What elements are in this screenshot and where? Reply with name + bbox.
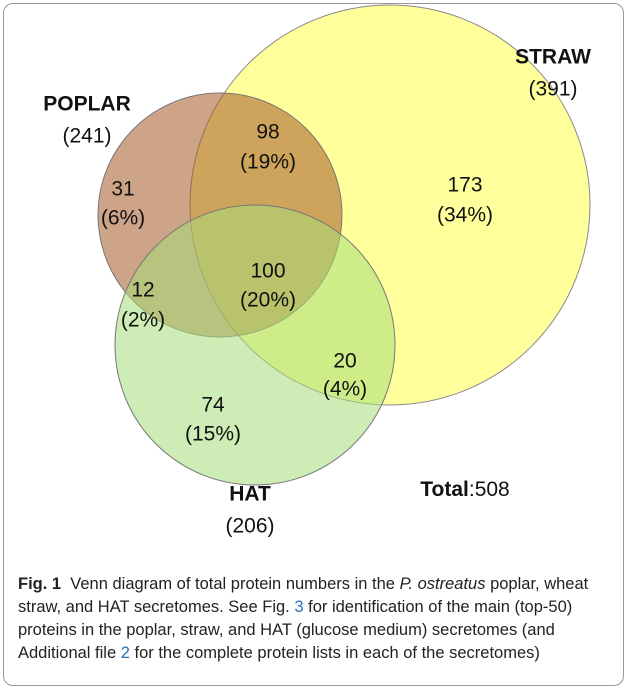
region-percent: (20%) — [240, 289, 296, 312]
caption-text: poplar, wheat straw, and HAT secretomes.… — [18, 575, 589, 616]
set-label: STRAW — [515, 46, 591, 69]
region-count: 31 — [111, 178, 134, 201]
region-percent: (15%) — [185, 423, 241, 446]
caption-text: Venn diagram of total protein numbers in… — [70, 575, 400, 593]
region-percent: (34%) — [437, 204, 493, 227]
caption-text: for identification of the main (top-50) … — [18, 598, 573, 662]
region-percent: (4%) — [323, 378, 367, 401]
caption-text: for the complete protein lists in each o… — [129, 644, 540, 662]
set-count: (241) — [62, 125, 111, 148]
region-percent: (19%) — [240, 151, 296, 174]
region-percent: (6%) — [101, 207, 145, 230]
set-count: (391) — [528, 78, 577, 101]
region-count: 100 — [250, 260, 285, 283]
caption-species: P. ostreatus — [399, 575, 486, 593]
set-label: HAT — [229, 483, 271, 506]
caption-label: Fig. 1 — [18, 575, 62, 593]
region-count: 12 — [131, 279, 154, 302]
file-link[interactable]: 2 — [120, 644, 130, 662]
total-label: Total — [420, 478, 469, 501]
hat-circle — [114, 204, 396, 486]
caption: Fig. 1 Venn diagram of total protein num… — [18, 573, 610, 665]
total-value: :508 — [469, 478, 510, 501]
figure-frame — [3, 3, 624, 686]
region-count: 173 — [447, 174, 482, 197]
set-count: (206) — [225, 515, 274, 538]
venn-diagram: POPLAR (241) STRAW (391) HAT (206) 98 (1… — [43, 4, 591, 538]
region-count: 20 — [333, 350, 356, 373]
region-percent: (2%) — [121, 309, 165, 332]
set-label: POPLAR — [43, 93, 131, 116]
region-count: 98 — [256, 121, 279, 144]
region-count: 74 — [201, 394, 225, 417]
total: Total:508 — [420, 478, 509, 501]
figure-link[interactable]: 3 — [294, 598, 304, 616]
